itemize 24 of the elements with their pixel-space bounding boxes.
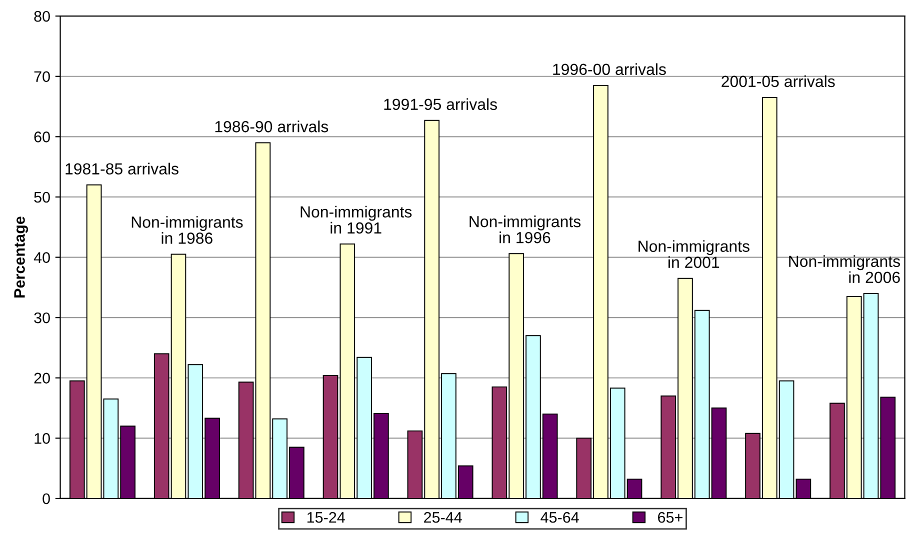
annotation: 1986-90 arrivals: [215, 120, 328, 132]
y-tick-label: 80: [34, 10, 50, 22]
legend-label: 65+: [658, 512, 682, 523]
y-tick-label: 50: [34, 192, 50, 203]
annotation: 1981-85 arrivals: [66, 162, 178, 175]
y-tick-label: 0: [42, 493, 50, 504]
annotation: 1991-95 arrivals: [384, 98, 497, 110]
legend-label: 45-64: [540, 512, 579, 523]
y-tick-label: 30: [34, 312, 50, 324]
annotation: 2001-05 arrivals: [722, 75, 835, 88]
y-axis-title: Percentage: [14, 216, 28, 298]
legend-label: 15-24: [307, 512, 345, 523]
annotation: Non-immigrants in 1991: [300, 206, 412, 234]
y-tick-label: 70: [34, 71, 50, 82]
y-tick-label: 20: [34, 372, 50, 384]
annotation: Non-immigrants in 2001: [638, 240, 750, 268]
annotation: Non-immigrants in 1996: [470, 215, 581, 244]
y-tick-label: 10: [34, 433, 50, 444]
annotation: 1996-00 arrivals: [553, 63, 666, 76]
annotation: Non-immigrants in 2006: [789, 255, 900, 284]
y-tick-label: 60: [34, 132, 50, 142]
legend-label: 25-44: [424, 512, 462, 523]
annotation: Non-immigrants in 1986: [132, 216, 243, 244]
y-tick-label: 40: [34, 252, 50, 263]
